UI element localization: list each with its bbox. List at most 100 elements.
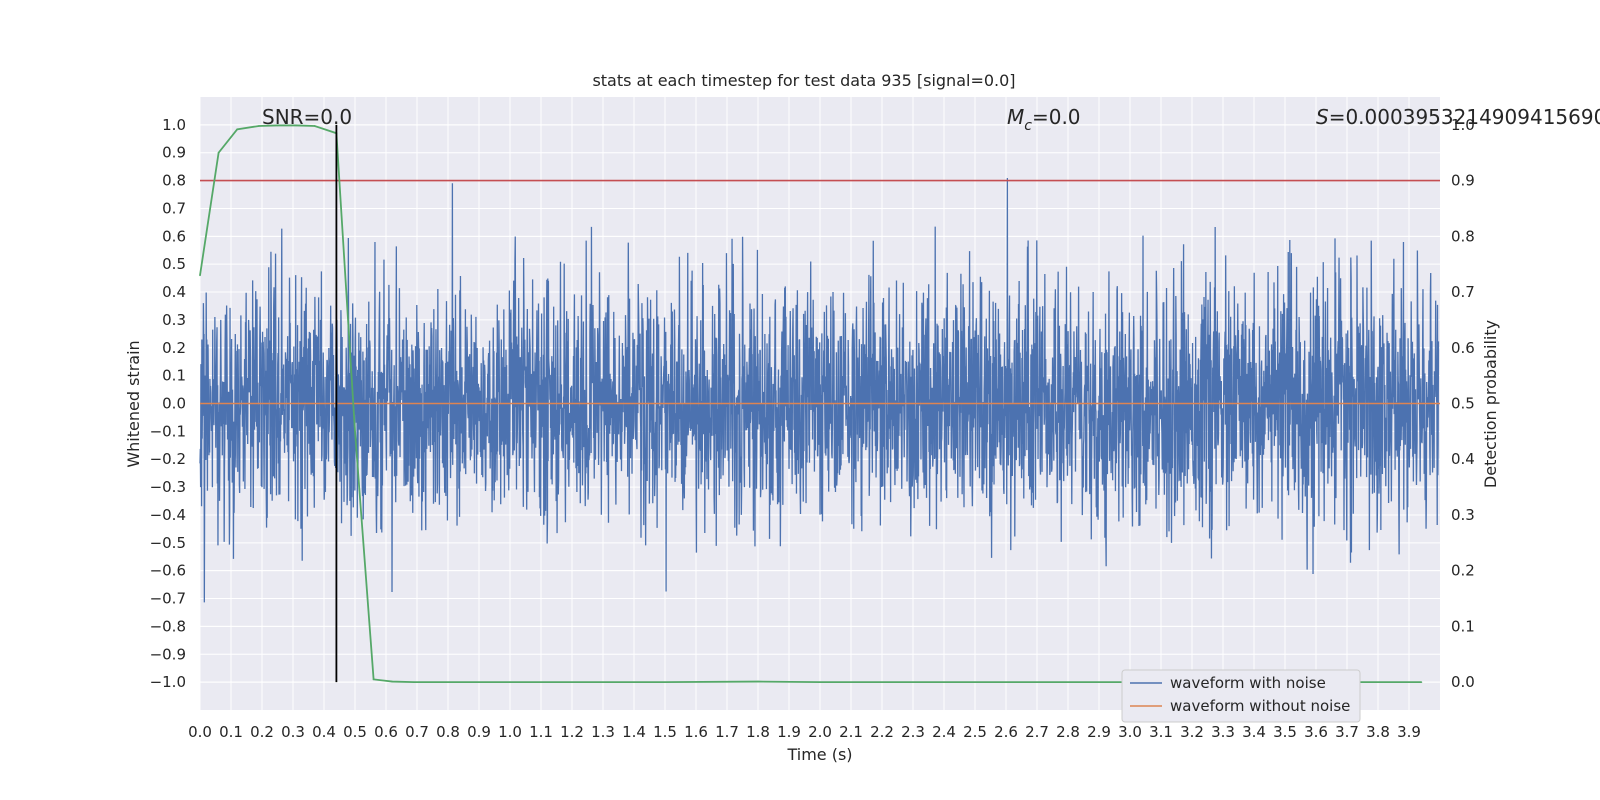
y-tick-label: −0.5: [150, 534, 186, 552]
y-tick-label: −0.2: [150, 450, 186, 468]
x-tick-label: 0.9: [467, 723, 491, 741]
x-tick-label: 2.4: [932, 723, 956, 741]
x-tick-label: 3.3: [1211, 723, 1235, 741]
x-tick-label: 3.2: [1180, 723, 1204, 741]
x-tick-label: 3.6: [1304, 723, 1328, 741]
y2-tick-label: 1.0: [1451, 116, 1475, 134]
y-tick-label: 0.5: [162, 255, 186, 273]
x-tick-label: 3.5: [1273, 723, 1297, 741]
x-tick-label: 1.0: [498, 723, 522, 741]
x-tick-label: 0.5: [343, 723, 367, 741]
x-tick-label: 1.8: [746, 723, 770, 741]
probability-point: [199, 274, 201, 277]
y2-tick-label: 0.7: [1451, 283, 1475, 301]
x-tick-label: 1.9: [777, 723, 801, 741]
x-tick-label: 3.9: [1397, 723, 1421, 741]
y-tick-label: 0.3: [162, 311, 186, 329]
x-tick-label: 0.8: [436, 723, 460, 741]
x-tick-label: 0.0: [188, 723, 212, 741]
chart-title: stats at each timestep for test data 935…: [592, 71, 1015, 90]
x-tick-label: 2.0: [808, 723, 832, 741]
snr-annotation: SNR=0.0: [262, 105, 352, 129]
x-tick-label: 0.3: [281, 723, 305, 741]
noise-waveform-line: [199, 178, 1440, 603]
probability-point: [509, 681, 511, 683]
x-tick-label: 3.1: [1149, 723, 1173, 741]
y-tick-label: −0.4: [150, 506, 186, 524]
y-tick-labels: 1.0 0.9 0.8 0.7 0.6 0.5 0.4 0.3 0.2 0.1 0.0 −0.1 −0.…: [150, 116, 186, 691]
x-tick-label: 1.2: [560, 723, 584, 741]
x-tick-label: 1.7: [715, 723, 739, 741]
x-tick-label: 3.8: [1366, 723, 1390, 741]
y-tick-label: −1.0: [150, 673, 186, 691]
y-tick-label: −0.6: [150, 562, 186, 580]
x-tick-label: 2.3: [901, 723, 925, 741]
y-tick-label: 0.7: [162, 199, 186, 217]
y2-tick-label: 0.2: [1451, 562, 1475, 580]
y-tick-label: −0.3: [150, 478, 186, 496]
x-tick-label: 2.6: [994, 723, 1018, 741]
x-tick-label: 2.5: [963, 723, 987, 741]
x-tick-label: 0.4: [312, 723, 336, 741]
y-tick-label: 0.0: [162, 395, 186, 413]
y-tick-label: 0.6: [162, 227, 186, 245]
statistic-value: =0.0003953214909415690: [1329, 105, 1600, 129]
y-axis-label: Whitened strain: [124, 340, 143, 467]
y-tick-label: 0.1: [162, 367, 186, 385]
x-tick-label: 0.2: [250, 723, 274, 741]
probability-point: [757, 680, 759, 683]
y-tick-label: 0.4: [162, 283, 186, 301]
y-tick-label: −0.7: [150, 590, 186, 608]
x-axis-label: Time (s): [786, 745, 852, 764]
x-tick-label: 0.1: [219, 723, 243, 741]
y-tick-label: 0.8: [162, 172, 186, 190]
legend: waveform with noise waveform without noi…: [1121, 669, 1361, 723]
x-tick-label: 1.5: [653, 723, 677, 741]
statistic-symbol: S: [1316, 105, 1329, 129]
series-waveform-with-noise: [199, 178, 1440, 603]
y-tick-label: −0.1: [150, 422, 186, 440]
legend-box: [1121, 669, 1361, 723]
chirp-mass-annotation: Mc=0.0: [1007, 105, 1081, 134]
probability-point: [391, 680, 394, 683]
y2-tick-label: 0.0: [1451, 673, 1475, 691]
probability-point: [664, 681, 666, 683]
x-tick-label: 2.9: [1087, 723, 1111, 741]
y2-tick-label: 0.4: [1451, 450, 1475, 468]
probability-point: [413, 681, 415, 683]
x-tick-label: 3.4: [1242, 723, 1266, 741]
x-tick-label: 2.7: [1025, 723, 1049, 741]
y2-tick-label: 0.6: [1451, 339, 1475, 357]
x-tick-label: 3.0: [1118, 723, 1142, 741]
y2-tick-labels: 1.0 0.9 0.8 0.7 0.6 0.5 0.4 0.3 0.2 0.1 0.0: [1451, 116, 1475, 691]
probability-point: [258, 125, 260, 127]
probability-point: [236, 128, 238, 131]
statistic-annotation: S=0.0003953214909415690: [1316, 105, 1600, 129]
y-tick-label: 1.0: [162, 116, 186, 134]
x-tick-label: 2.2: [870, 723, 894, 741]
y-tick-label: −0.8: [150, 617, 186, 635]
x-tick-label: 1.3: [591, 723, 615, 741]
probability-line: [199, 124, 1422, 684]
y2-tick-label: 0.3: [1451, 506, 1475, 524]
x-tick-label: 1.1: [529, 723, 553, 741]
y2-tick-label: 0.5: [1451, 395, 1475, 413]
legend-label-clean: waveform without noise: [1170, 697, 1350, 715]
y2-axis-label: Detection probability: [1481, 320, 1500, 488]
y-tick-label: −0.9: [150, 645, 186, 663]
x-tick-label: 2.1: [839, 723, 863, 741]
chirp-mass-symbol: M: [1007, 105, 1024, 129]
chirp-mass-value: =0.0: [1032, 105, 1081, 129]
x-tick-label: 1.4: [622, 723, 646, 741]
x-tick-label: 2.8: [1056, 723, 1080, 741]
x-tick-label: 1.6: [684, 723, 708, 741]
probability-point: [974, 681, 976, 683]
y-tick-label: 0.2: [162, 339, 186, 357]
probability-point: [1420, 681, 1423, 683]
probability-point: [819, 681, 821, 683]
x-tick-label: 0.6: [374, 723, 398, 741]
probability-point: [313, 125, 316, 127]
probability-point: [276, 124, 279, 127]
y2-tick-label: 0.8: [1451, 227, 1475, 245]
